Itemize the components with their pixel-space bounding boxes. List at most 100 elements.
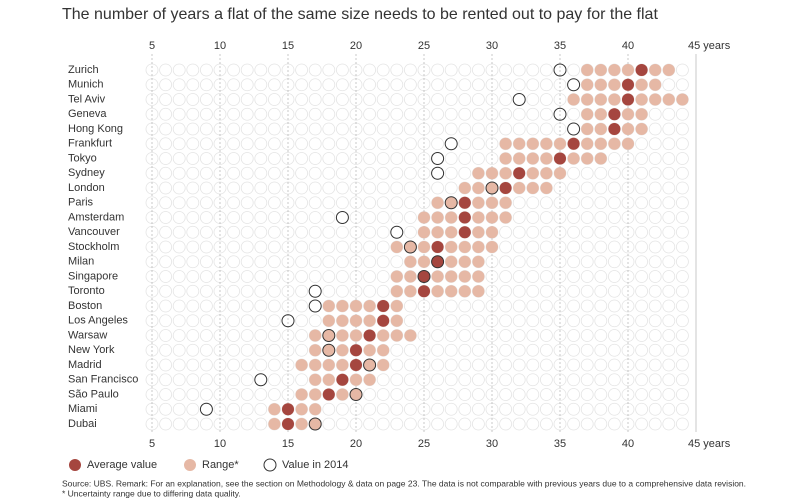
bg-dot [390, 211, 404, 224]
bg-dot [635, 152, 648, 165]
range-dot [350, 314, 362, 327]
bg-dot [431, 388, 445, 401]
bg-dot [594, 402, 608, 416]
bg-dot [295, 284, 309, 298]
bg-dot [172, 211, 186, 224]
bg-dot [485, 358, 499, 372]
x-tick-label: 20 [350, 40, 362, 52]
bg-dot [635, 329, 648, 342]
bg-dot [254, 314, 268, 328]
bg-dot [499, 93, 513, 106]
bg-dot [227, 343, 241, 357]
bg-dot [172, 270, 186, 283]
bg-dot [499, 107, 513, 121]
bg-dot [335, 166, 349, 180]
bg-dot [240, 314, 254, 328]
bg-dot [322, 240, 336, 254]
bg-dot [526, 78, 540, 92]
bg-dot [403, 137, 417, 151]
bg-dot [376, 284, 390, 298]
bg-dot [594, 358, 608, 372]
bg-dot [349, 152, 363, 165]
bg-dot [648, 284, 662, 298]
bg-dot [444, 63, 458, 77]
bg-dot [444, 107, 458, 121]
bg-dot [403, 63, 417, 77]
bg-dot [390, 78, 404, 92]
bg-dot [295, 343, 309, 357]
range-dot [554, 137, 566, 150]
legend-label: Average value [87, 459, 157, 471]
range-dot [445, 211, 458, 224]
value-2014 [322, 329, 336, 342]
value-2014 [349, 388, 363, 401]
bg-dot [145, 166, 159, 180]
bg-dot [267, 211, 281, 224]
bg-dot [567, 166, 580, 180]
bg-dot [308, 63, 322, 77]
bg-dot [213, 358, 227, 372]
bg-dot [186, 388, 200, 401]
average-dot [350, 344, 362, 357]
bg-dot [227, 93, 241, 106]
bg-dot [662, 78, 676, 92]
bg-dot [526, 225, 540, 239]
range-dot [567, 152, 580, 165]
bg-dot [403, 402, 417, 416]
bg-dot [267, 270, 281, 283]
bg-dot [186, 299, 200, 313]
range-dot [309, 388, 322, 401]
average-dot [458, 211, 471, 224]
bg-dot [417, 152, 431, 165]
range-dot [295, 359, 308, 371]
bg-dot [390, 107, 404, 121]
bg-dot [172, 284, 186, 298]
bg-dot [676, 314, 689, 328]
range-dot [472, 255, 485, 268]
bg-dot [676, 329, 689, 342]
bg-dot [254, 225, 268, 239]
average-dot [622, 78, 634, 91]
value-2014 [567, 78, 581, 92]
bg-dot [363, 270, 377, 283]
bg-dot [172, 388, 186, 401]
bg-dot [471, 373, 485, 387]
bg-dot [608, 284, 621, 298]
bg-dot [540, 329, 553, 342]
bg-dot [186, 417, 200, 431]
bg-dot [159, 329, 173, 342]
bg-dot [594, 225, 608, 239]
bg-dot [431, 137, 445, 151]
bg-dot [172, 78, 186, 92]
bg-dot [199, 417, 213, 431]
range-dot [649, 93, 662, 106]
bg-dot [213, 78, 227, 92]
x-tick-label: 25 [418, 438, 430, 450]
bg-dot [390, 152, 404, 165]
range-dot [540, 152, 553, 165]
range-dot [377, 329, 390, 342]
bg-dot [676, 196, 689, 210]
bg-dot [376, 270, 390, 283]
range-dot [445, 226, 458, 239]
bg-dot [621, 166, 635, 180]
bg-dot [662, 402, 676, 416]
range-dot [336, 388, 349, 401]
bg-dot [662, 284, 676, 298]
bg-dot [662, 152, 676, 165]
bg-dot [499, 388, 513, 401]
bg-dot [676, 255, 689, 269]
value-2014 [363, 358, 377, 372]
average-dot [363, 329, 376, 342]
category-label: San Francisco [68, 374, 138, 386]
bg-dot [159, 196, 173, 210]
range-dot [390, 300, 403, 312]
bg-dot [458, 388, 472, 401]
bg-dot [227, 225, 241, 239]
bg-dot [485, 284, 499, 298]
average-dot [377, 300, 390, 312]
range-dot [418, 226, 430, 239]
bg-dot [431, 314, 445, 328]
bg-dot [390, 166, 404, 180]
bg-dot [145, 93, 159, 106]
